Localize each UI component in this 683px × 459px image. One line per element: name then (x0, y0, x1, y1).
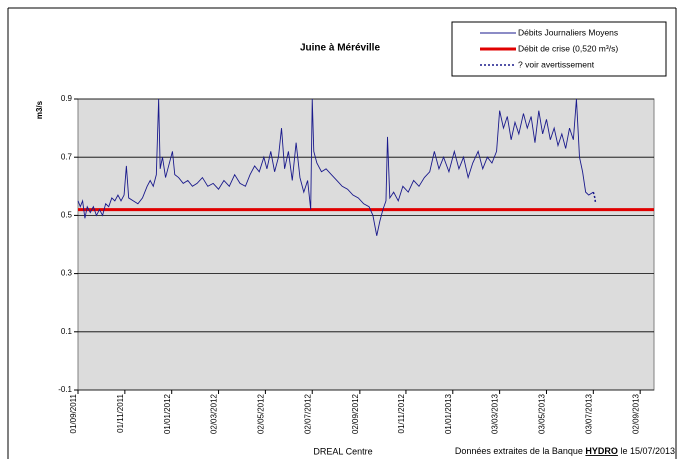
x-tick-label: 02/05/2012 (257, 393, 266, 434)
x-tick-label: 03/03/2013 (491, 393, 500, 434)
y-tick-label: -0.1 (58, 385, 72, 394)
y-tick-label: 0.5 (61, 211, 73, 220)
footer-text: Données extraites de la Banque (455, 446, 586, 456)
x-tick-label: 01/01/2012 (163, 393, 172, 434)
footer-bold: HYDRO (585, 446, 618, 456)
x-tick-label: 02/07/2012 (303, 393, 312, 434)
plot: 0.9 0.7 0.5 0.3 0.1 -0.101/09/2011 01/11/2011 0… (58, 94, 655, 434)
x-tick-label: 03/05/2013 (538, 393, 547, 434)
plot-area (77, 98, 655, 391)
legend-label: ? voir avertissement (518, 59, 595, 69)
footer-text: le 15/07/2013 (618, 446, 675, 456)
footer-right: Données extraites de la Banque HYDRO le … (455, 446, 675, 456)
y-tick-label: 0.3 (61, 269, 73, 278)
x-tick-label: 02/09/2012 (351, 393, 360, 434)
x-tick-label: 01/11/2012 (397, 393, 406, 433)
x-tick-label: 01/01/2013 (444, 393, 453, 434)
x-tick-label: 01/11/2011 (116, 393, 125, 432)
chart-title: Juine à Méréville (300, 43, 380, 54)
y-tick-label: 0.9 (61, 94, 73, 103)
y-axis-label: m3/s (35, 100, 44, 119)
x-tick-label: 03/07/2013 (584, 393, 593, 434)
y-tick-label: 0.7 (61, 152, 73, 161)
y-tick-label: 0.1 (61, 327, 73, 336)
x-tick-label: 02/09/2013 (631, 393, 640, 434)
legend-label: Débits Journaliers Moyens (518, 27, 618, 37)
data-line (77, 98, 594, 236)
data-line (592, 191, 597, 204)
x-tick-label: 01/09/2011 (69, 393, 78, 433)
x-tick-label: 02/03/2012 (210, 393, 219, 434)
legend-label: Débit de crise (0,520 m³/s) (518, 43, 618, 53)
footer-left: DREAL Centre (313, 446, 372, 456)
